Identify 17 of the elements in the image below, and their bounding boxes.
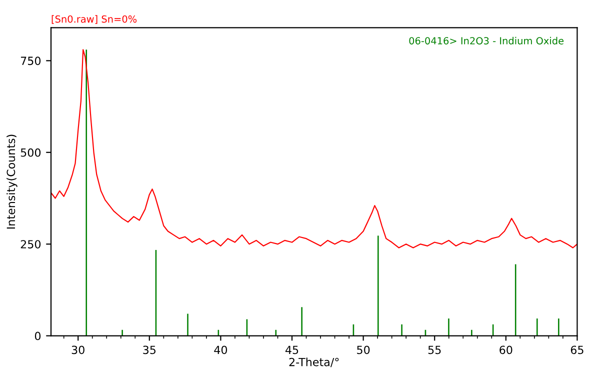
x-tick-label: 45 (285, 346, 298, 354)
x-tick-label: 40 (214, 346, 228, 354)
y-tick-label: 0 (34, 332, 41, 340)
x-tick-label: 30 (72, 346, 84, 354)
y-tick-label: 250 (20, 240, 41, 248)
x-tick-label: 55 (428, 346, 441, 354)
y-axis-title: Intensity(Counts) (6, 134, 18, 229)
y-tick-label: 500 (20, 148, 41, 157)
y-tick-label: 750 (20, 56, 41, 66)
x-tick-label: 60 (500, 346, 512, 354)
text: [Sn0.raw] Sn=0% (52, 15, 137, 24)
line-series (51, 49, 578, 248)
x-tick-label: 65 (570, 346, 584, 354)
x-tick-label: 50 (357, 346, 370, 354)
text: 06-0416> In2O3 - Indium Oxide (409, 36, 564, 44)
x-tick-label: 35 (143, 346, 156, 354)
x-axis-title: 2-Theta/° (289, 358, 339, 368)
